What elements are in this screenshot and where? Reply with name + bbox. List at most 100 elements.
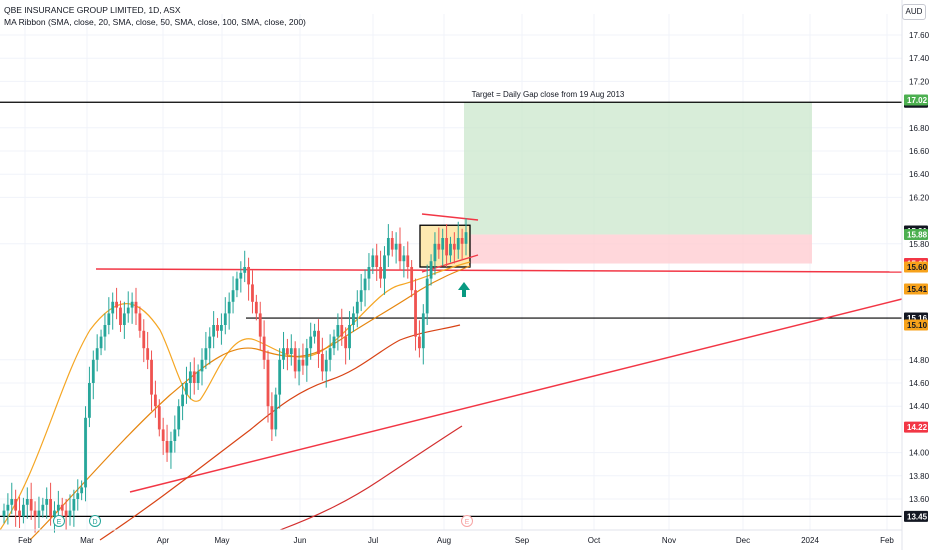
candle-body — [212, 325, 216, 337]
price-tick-label: 13.60 — [909, 495, 930, 504]
up-arrow-icon — [458, 282, 470, 297]
symbol-title[interactable]: QBE INSURANCE GROUP LIMITED, 1D, ASX — [4, 5, 181, 15]
candle-body — [37, 510, 41, 517]
candle-body — [161, 429, 165, 441]
candle-body — [262, 336, 266, 360]
candle-body — [243, 267, 247, 273]
candle-body — [200, 359, 204, 372]
candle-body — [383, 255, 386, 279]
price-tag-label: 15.60 — [907, 263, 928, 272]
candle-body — [115, 301, 118, 308]
candle-body — [247, 267, 250, 285]
candle-body — [33, 510, 37, 517]
event-marker — [89, 515, 101, 527]
moving-average-ribbon — [0, 261, 471, 541]
candle-body — [138, 313, 142, 331]
candle-body — [239, 272, 243, 279]
candle-body — [452, 243, 456, 250]
price-tag — [904, 261, 928, 273]
candle-body — [41, 504, 45, 511]
candle-body — [433, 243, 437, 262]
candle-body — [456, 238, 460, 250]
time-tick-label: Oct — [588, 536, 601, 545]
candle-body — [134, 301, 138, 314]
candlesticks — [2, 218, 468, 533]
time-axis[interactable]: Feb Mar Apr May Jun Jul Aug Sep Oct Nov Dec 2024 Feb — [0, 529, 902, 545]
time-tick-label: Sep — [515, 536, 530, 545]
candle-body — [181, 394, 184, 407]
candle-body — [352, 313, 355, 325]
candle-body — [313, 330, 316, 337]
candle-body — [274, 394, 278, 430]
trend-lines — [0, 101, 903, 518]
candle-body — [460, 238, 464, 244]
price-tick-label: 16.40 — [909, 170, 930, 179]
event-marker-label: E — [57, 519, 62, 526]
candle-body — [251, 284, 254, 302]
candle-body — [88, 383, 91, 418]
candle-body — [293, 348, 297, 372]
currency-badge[interactable]: AUD — [902, 4, 926, 20]
candle-body — [216, 325, 219, 331]
candle-body — [111, 301, 115, 314]
time-tick-label: Feb — [18, 536, 32, 545]
chart-legend: QBE INSURANCE GROUP LIMITED, 1D, ASX MA … — [4, 4, 306, 28]
price-tag — [904, 229, 928, 241]
candle-body — [177, 406, 181, 430]
indicator-label[interactable]: MA Ribbon (SMA, close, 20, SMA, close, 5… — [4, 17, 306, 27]
candle-body — [336, 325, 340, 337]
candle-body — [53, 510, 56, 517]
price-tag-label: 17.02 — [907, 96, 928, 105]
price-tick-label: 14.80 — [909, 356, 930, 365]
candle-body — [445, 238, 448, 256]
candle-body — [95, 348, 99, 360]
candle-body — [414, 290, 417, 337]
time-tick-label: Nov — [662, 536, 676, 545]
target-annotation: Target = Daily Gap close from 19 Aug 201… — [472, 90, 625, 99]
price-axis[interactable]: 17.60 17.40 17.20 16.80 16.60 16.40 16.20 15.80… — [901, 0, 930, 550]
price-tick-label: 14.00 — [909, 449, 930, 458]
candle-body — [282, 348, 285, 360]
candle-body — [188, 371, 192, 383]
candle-body — [146, 348, 150, 360]
ma-100-line — [99, 324, 461, 541]
position-zones — [419, 102, 812, 268]
candle-body — [324, 359, 328, 372]
price-tick-label: 14.60 — [909, 379, 930, 388]
candle-body — [68, 510, 72, 517]
candle-body — [173, 429, 177, 441]
price-tick-label: 16.80 — [909, 124, 930, 133]
time-tick-label: Jul — [368, 536, 378, 545]
rising-trendline — [129, 298, 903, 493]
ma-200-line — [279, 425, 463, 531]
candle-body — [119, 307, 122, 325]
candle-body — [220, 325, 223, 331]
price-tag-label: 15.16 — [907, 314, 928, 323]
candle-body — [165, 441, 169, 453]
candle-body — [91, 359, 95, 383]
candle-body — [223, 313, 227, 325]
price-tag-label: 13.45 — [907, 512, 928, 521]
candle-body — [227, 301, 231, 314]
candle-body — [49, 499, 52, 517]
candle-body — [157, 406, 161, 430]
candle-body — [332, 336, 336, 349]
candle-body — [208, 336, 212, 349]
candle-body — [266, 359, 270, 407]
price-tick-label: 17.60 — [909, 31, 930, 40]
event-marker — [461, 515, 473, 527]
candle-body — [363, 278, 367, 291]
candle-body — [258, 313, 262, 337]
candle-body — [418, 336, 421, 349]
candle-body — [301, 359, 305, 366]
time-tick-label: May — [214, 536, 229, 545]
candle-body — [60, 504, 64, 511]
time-tick-label: Apr — [157, 536, 170, 545]
candle-body — [254, 301, 258, 314]
candle-body — [150, 359, 153, 395]
candle-body — [10, 499, 14, 505]
ma-50-line — [29, 265, 471, 541]
candle-body — [270, 406, 274, 430]
candle-body — [429, 261, 433, 279]
